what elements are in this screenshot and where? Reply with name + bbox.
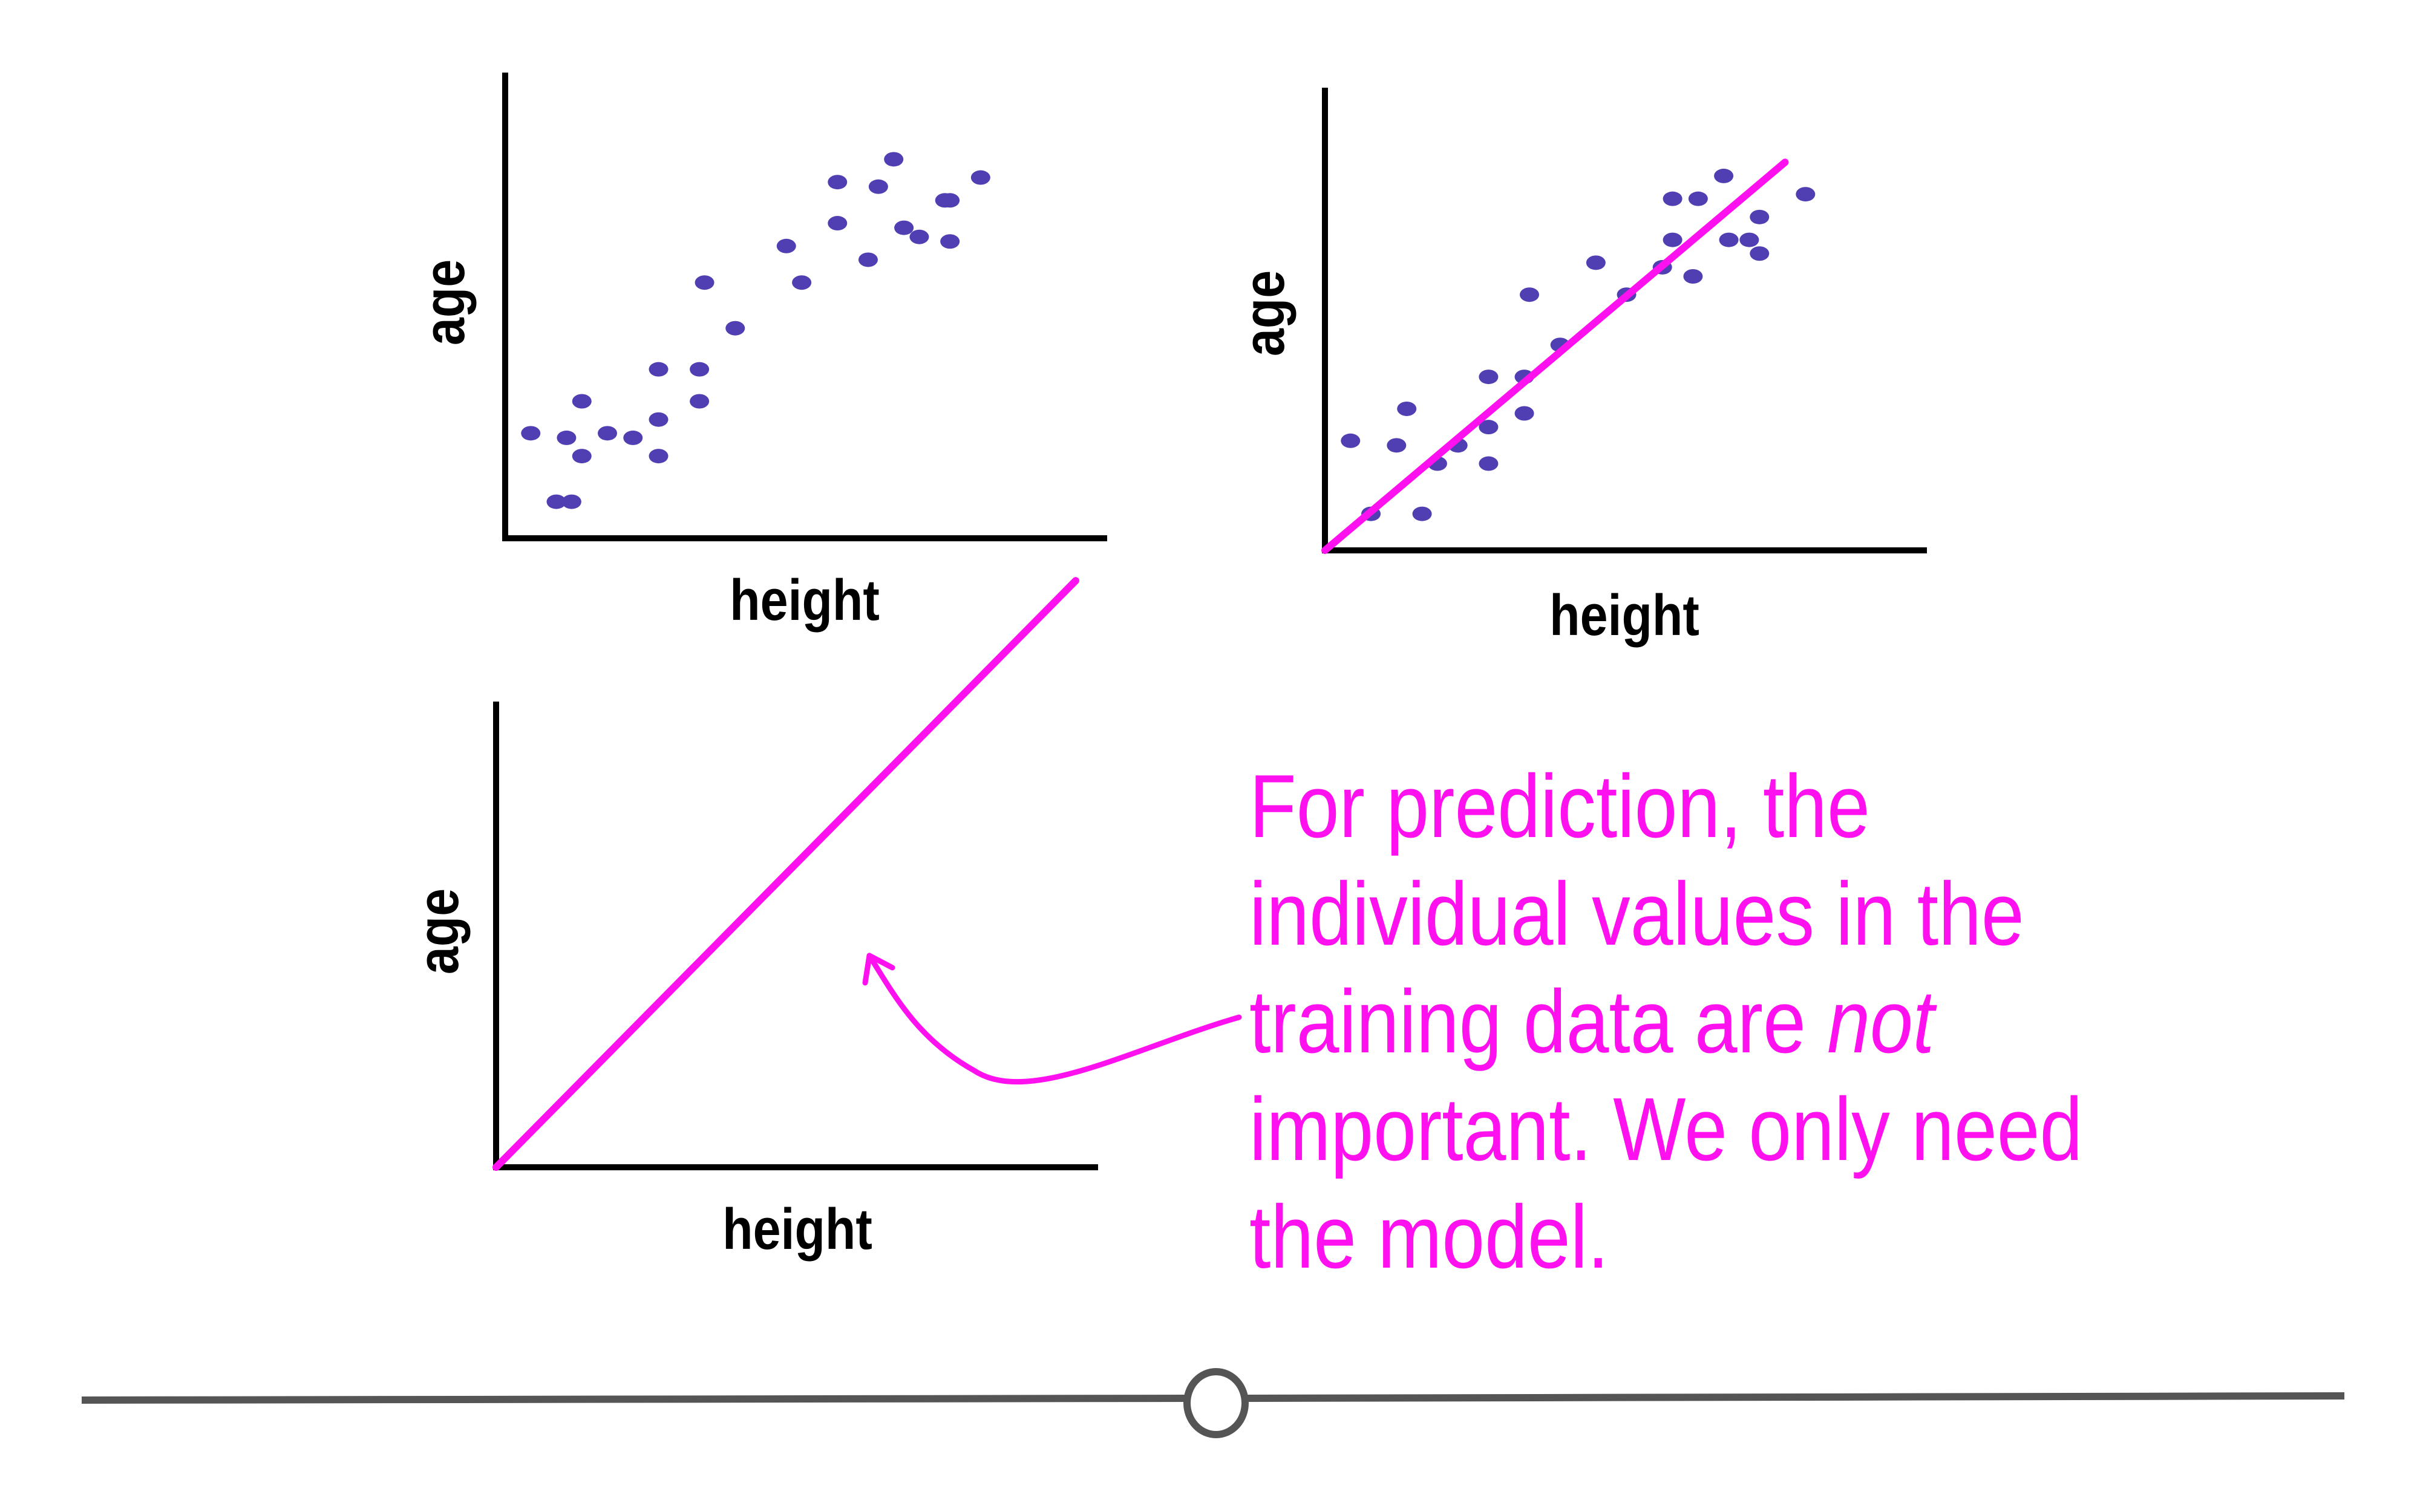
data-point	[1479, 456, 1499, 471]
data-point	[1479, 420, 1499, 435]
data-point	[1479, 370, 1499, 385]
data-point	[690, 362, 710, 377]
data-point	[572, 449, 592, 464]
arrow-head-icon	[862, 953, 895, 986]
data-point	[1663, 191, 1683, 206]
slider-track[interactable]	[1246, 1392, 2345, 1402]
data-point	[557, 430, 577, 445]
annotation-line: important. We only need	[1249, 1080, 2083, 1179]
data-point	[1714, 168, 1734, 183]
slider-knob-icon[interactable]	[1183, 1368, 1249, 1438]
annotation-emphasis: not	[1827, 972, 1935, 1072]
top-right-y-axis-label: age	[1232, 270, 1297, 357]
data-point	[792, 275, 812, 290]
data-point	[970, 170, 990, 185]
data-point	[649, 412, 669, 427]
top-left-y-axis-label: age	[412, 259, 477, 346]
data-point	[1683, 269, 1703, 284]
data-point	[868, 179, 888, 194]
data-point	[695, 275, 715, 290]
data-point	[649, 362, 669, 377]
data-point	[1750, 246, 1770, 261]
annotation-line: For prediction, the	[1249, 757, 1870, 856]
data-point	[909, 229, 929, 244]
top-right-x-axis-label: height	[1549, 583, 1699, 648]
annotation-line: the model.	[1249, 1187, 1609, 1287]
data-point	[828, 216, 848, 231]
data-point	[1688, 191, 1708, 206]
data-point	[598, 426, 617, 441]
top-left-x-axis-label: height	[730, 568, 880, 633]
data-point	[858, 252, 878, 267]
annotation-text: For prediction, the individual values in…	[1249, 753, 2082, 1291]
data-point	[1514, 406, 1534, 421]
data-point	[1387, 438, 1407, 453]
data-point	[561, 494, 581, 509]
data-point	[521, 426, 541, 441]
data-point	[894, 220, 914, 235]
data-point	[940, 234, 960, 249]
data-point	[690, 394, 710, 409]
data-point	[1796, 187, 1816, 202]
data-point	[572, 394, 592, 409]
slider-track[interactable]	[81, 1395, 1186, 1404]
data-point	[1586, 255, 1606, 270]
scatter-chart-raw-data	[502, 73, 1107, 541]
bottom-y-axis-label: age	[406, 888, 471, 975]
data-point	[1663, 232, 1683, 247]
data-point	[776, 238, 796, 253]
data-point	[884, 152, 904, 167]
annotation-text-span: training data are	[1249, 972, 1828, 1072]
scatter-chart-with-model	[1321, 88, 1927, 554]
annotation-line: training data are not	[1249, 968, 2082, 1076]
data-point	[1412, 506, 1432, 521]
data-point	[1397, 401, 1417, 416]
model-line-chart	[492, 577, 1098, 1171]
annotation-line: individual values in the	[1249, 864, 2024, 964]
data-point	[546, 494, 566, 509]
data-point	[649, 449, 669, 464]
data-point	[1739, 232, 1759, 247]
bottom-x-axis-label: height	[722, 1197, 872, 1262]
annotation-arrow	[866, 953, 1242, 1085]
data-point	[1750, 209, 1770, 224]
data-point	[828, 175, 848, 190]
data-point	[725, 321, 745, 336]
data-point	[1520, 287, 1539, 302]
data-point	[1719, 232, 1739, 247]
data-point	[623, 430, 643, 445]
model-line	[492, 577, 1079, 1171]
data-point	[940, 193, 960, 208]
data-point	[1341, 433, 1361, 448]
model-line	[1321, 158, 1789, 554]
